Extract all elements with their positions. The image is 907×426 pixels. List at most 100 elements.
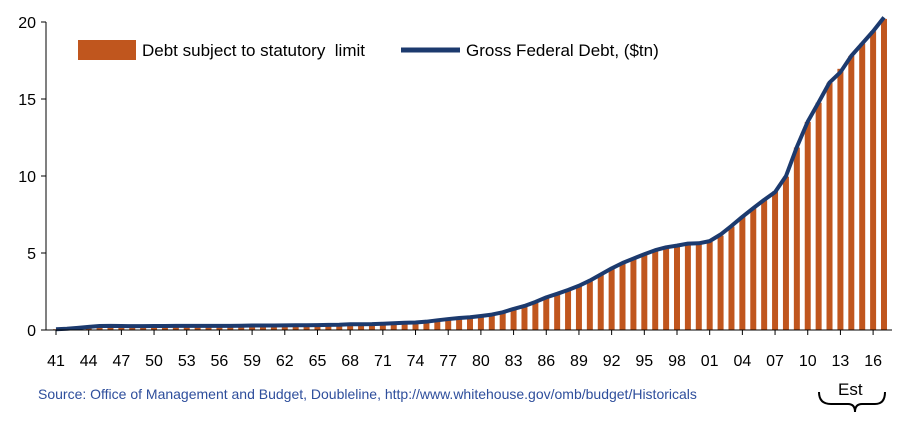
bar-1982 — [499, 312, 506, 330]
bar-1953 — [183, 325, 190, 330]
legend: Debt subject to statutory limit Gross Fe… — [78, 40, 659, 60]
bar-1972 — [390, 323, 397, 330]
bar-1981 — [488, 314, 495, 330]
bar-1979 — [467, 317, 473, 330]
bar-1971 — [379, 323, 386, 330]
x-tick-label: 53 — [178, 353, 196, 370]
bar-1970 — [368, 324, 375, 330]
bar-1959 — [249, 325, 256, 330]
bar-2013 — [837, 68, 844, 330]
bar-1976 — [434, 320, 441, 330]
x-tick-label: 01 — [701, 353, 719, 370]
bar-2003 — [728, 226, 735, 330]
bar-1966 — [325, 324, 332, 330]
x-tick-label: 74 — [407, 353, 425, 370]
y-tick-label: 10 — [18, 169, 36, 186]
bar-1985 — [532, 301, 539, 330]
x-tick-label: 92 — [603, 353, 621, 370]
bar-1986 — [543, 297, 550, 330]
bar-1974 — [412, 322, 419, 330]
bar-1995 — [641, 254, 648, 330]
x-tick-label: 95 — [635, 353, 653, 370]
bar-1991 — [597, 275, 604, 330]
bar-1977 — [445, 319, 452, 330]
bar-1968 — [347, 324, 354, 330]
bar-1955 — [205, 325, 212, 330]
legend-line-label: Gross Federal Debt, ($tn) — [466, 41, 659, 60]
bar-1965 — [314, 325, 321, 330]
bar-2017 — [881, 18, 887, 330]
bar-1990 — [586, 281, 593, 330]
est-label: Est — [838, 380, 863, 399]
x-tick-label: 10 — [799, 353, 817, 370]
bar-1992 — [608, 268, 615, 330]
x-tick-label: 44 — [80, 353, 98, 370]
bar-2010 — [804, 121, 811, 330]
bar-1946 — [107, 325, 114, 330]
x-tick-label: 07 — [766, 353, 784, 370]
x-tick-label: 16 — [864, 353, 882, 370]
bar-1956 — [216, 325, 223, 330]
bar-2006 — [761, 200, 768, 330]
legend-bar-label: Debt subject to statutory limit — [142, 41, 365, 60]
bar-1987 — [554, 293, 561, 330]
bar-2000 — [695, 242, 702, 330]
bar-1962 — [281, 325, 288, 330]
bar-1963 — [292, 325, 299, 330]
x-tick-label: 86 — [537, 353, 555, 370]
bar-1967 — [336, 324, 343, 330]
bar-1954 — [194, 325, 201, 330]
x-tick-label: 50 — [145, 353, 163, 370]
bar-2004 — [739, 216, 746, 330]
y-tick-label: 20 — [18, 15, 36, 32]
bar-1989 — [575, 286, 582, 330]
bar-2002 — [717, 235, 724, 330]
bar-1957 — [227, 325, 234, 330]
est-brace — [818, 391, 886, 413]
gross-federal-debt-line — [55, 16, 886, 332]
bar-1984 — [521, 305, 528, 330]
bar-1988 — [565, 290, 572, 330]
y-tick-label: 0 — [27, 323, 36, 340]
x-tick-label: 80 — [472, 353, 490, 370]
y-ticks: 0 5 10 15 20 — [18, 15, 46, 340]
bar-1997 — [663, 247, 670, 330]
bar-1975 — [423, 321, 430, 330]
bar-2012 — [826, 82, 833, 330]
bar-2009 — [793, 147, 800, 330]
line-series — [55, 16, 886, 332]
bar-2008 — [782, 176, 789, 330]
bar-1998 — [674, 246, 680, 330]
bar-1951 — [161, 326, 168, 330]
x-tick-label: 47 — [112, 353, 130, 370]
bar-1958 — [238, 325, 245, 330]
x-tick-label: 83 — [505, 353, 523, 370]
bar-1980 — [477, 315, 484, 330]
bar-2005 — [750, 208, 757, 330]
bar-1983 — [510, 308, 517, 330]
x-tick-label: 77 — [439, 353, 457, 370]
bar-1969 — [358, 324, 365, 330]
x-tick-label: 41 — [47, 353, 65, 370]
x-tick-label: 98 — [668, 353, 686, 370]
bar-2007 — [772, 191, 779, 330]
bar-1996 — [652, 250, 659, 330]
x-tick-label: 56 — [211, 353, 229, 370]
x-tick-label: 62 — [276, 353, 294, 370]
x-tick-label: 68 — [341, 353, 359, 370]
x-tick-label: 13 — [832, 353, 850, 370]
bar-2001 — [706, 241, 713, 330]
bar-2016 — [870, 31, 877, 331]
bar-2014 — [848, 55, 855, 330]
x-tick-label: 65 — [309, 353, 327, 370]
bar-1993 — [619, 263, 626, 330]
bar-1952 — [172, 325, 179, 330]
legend-bar-swatch — [78, 40, 136, 60]
y-tick-label: 15 — [18, 92, 36, 109]
bar-2011 — [815, 102, 822, 330]
x-ticks: 41 44 47 50 53 56 59 62 65 68 71 74 77 80 83 86 89 92 95 98… — [47, 330, 882, 370]
bar-1964 — [303, 325, 310, 330]
bar-1978 — [456, 318, 463, 330]
bar-series — [53, 18, 887, 331]
